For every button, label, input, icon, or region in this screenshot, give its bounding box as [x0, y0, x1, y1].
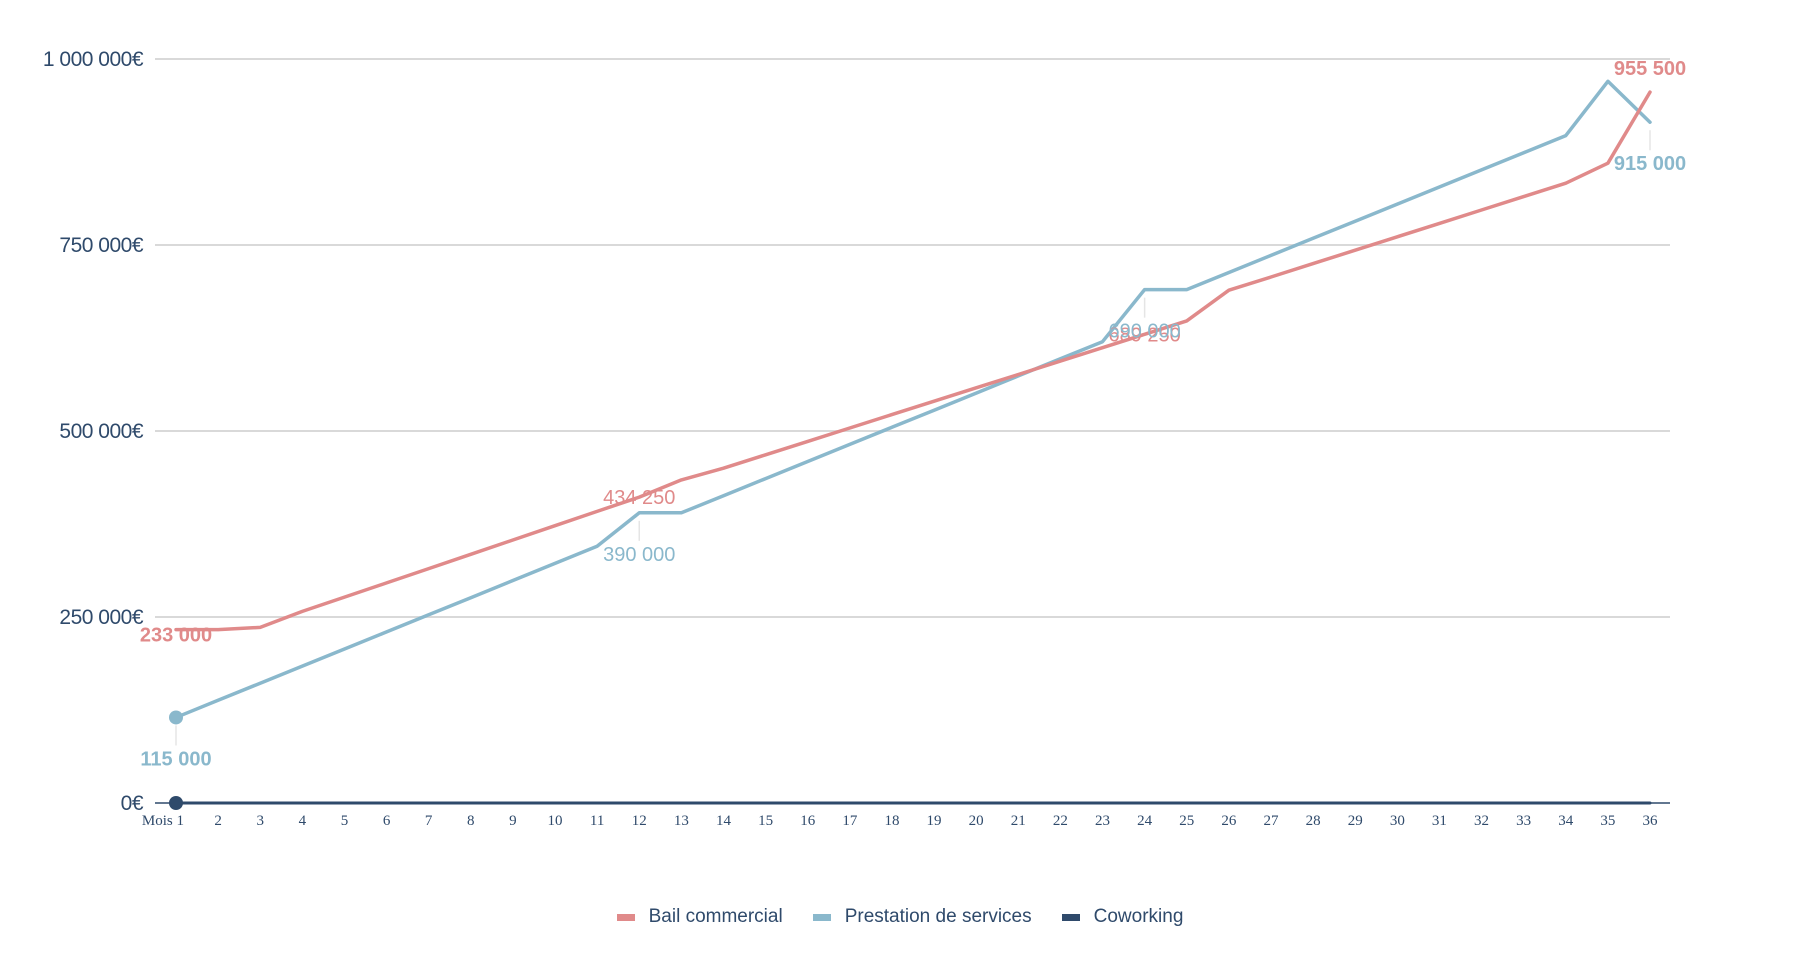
- legend-label: Prestation de services: [844, 906, 1032, 927]
- start-point-marker: [169, 710, 183, 725]
- legend: Bail commercial Prestation de services C…: [0, 906, 1800, 928]
- x-tick-label: 34: [1558, 813, 1574, 829]
- x-tick-label: 24: [1137, 813, 1153, 829]
- y-axis: 0€ 250 000€ 500 000€ 750 000€ 1 000 000€: [43, 48, 144, 815]
- legend-label: Coworking: [1093, 906, 1184, 927]
- y-tick-label: 500 000€: [59, 420, 143, 443]
- data-label: 390 000: [603, 544, 675, 566]
- x-tick-label: 4: [299, 813, 307, 829]
- x-tick-label: 30: [1390, 813, 1405, 829]
- x-tick-label: 2: [214, 813, 222, 829]
- y-tick-label: 0€: [121, 792, 144, 815]
- start-point-marker: [169, 796, 183, 810]
- x-tick-label: 19: [927, 813, 942, 829]
- legend-swatch-icon: [812, 913, 831, 921]
- x-tick-label: 18: [884, 813, 899, 829]
- data-label: 115 000: [140, 748, 211, 770]
- x-tick-label: 13: [674, 813, 689, 829]
- x-tick-label: 10: [548, 813, 563, 829]
- data-label: 955 500: [1614, 58, 1686, 80]
- x-tick-label: Mois 1: [142, 813, 184, 829]
- legend-item-coworking[interactable]: Coworking: [1061, 906, 1184, 928]
- legend-label: Bail commercial: [648, 906, 783, 927]
- series-line-bail-commercial[interactable]: [174, 90, 1652, 632]
- legend-swatch-icon: [616, 913, 635, 921]
- legend-item-prestation-de-services[interactable]: Prestation de services: [812, 906, 1032, 928]
- y-tick-label: 1 000 000€: [43, 48, 144, 71]
- x-tick-label: 35: [1600, 813, 1615, 829]
- x-tick-label: 22: [1053, 813, 1068, 829]
- x-tick-label: 31: [1432, 813, 1447, 829]
- x-tick-label: 8: [467, 813, 475, 829]
- x-tick-label: 20: [969, 813, 984, 829]
- x-tick-label: 5: [341, 813, 349, 829]
- gridlines: [155, 58, 1670, 618]
- legend-item-bail-commercial[interactable]: Bail commercial: [616, 906, 783, 928]
- data-label: 690 000: [1108, 321, 1180, 343]
- x-tick-label: 11: [590, 813, 604, 829]
- data-label: 915 000: [1614, 153, 1686, 175]
- y-tick-label: 250 000€: [59, 606, 143, 629]
- x-tick-label: 6: [383, 813, 391, 829]
- x-tick-label: 14: [716, 813, 732, 829]
- data-label: 689 250: [1108, 324, 1180, 346]
- x-tick-label: 28: [1306, 813, 1321, 829]
- x-tick-label: 27: [1263, 813, 1279, 829]
- data-label: 233 000: [140, 625, 212, 647]
- x-tick-label: 17: [842, 813, 858, 829]
- x-tick-label: 15: [758, 813, 773, 829]
- x-tick-label: 25: [1179, 813, 1194, 829]
- x-axis: Mois 1 2 3 4 5 6 7 8 9 10 11 12 13 14 15 16 17 18 19 20 21 22…: [142, 802, 1670, 829]
- x-tick-label: 36: [1643, 813, 1659, 829]
- series-line-prestation-de-services[interactable]: [174, 79, 1652, 720]
- data-labels: 233 000 434 250 689 250 955 500 115 000 390 0…: [140, 58, 1686, 770]
- series-lines: [169, 79, 1652, 810]
- x-tick-label: 16: [800, 813, 816, 829]
- x-tick-label: 12: [632, 813, 647, 829]
- x-tick-label: 29: [1348, 813, 1363, 829]
- x-tick-label: 33: [1516, 813, 1531, 829]
- x-tick-label: 7: [425, 813, 433, 829]
- legend-swatch-icon: [1061, 913, 1080, 921]
- x-tick-label: 9: [509, 813, 517, 829]
- x-tick-label: 21: [1011, 813, 1026, 829]
- y-tick-label: 750 000€: [59, 234, 143, 257]
- x-tick-label: 23: [1095, 813, 1110, 829]
- x-tick-label: 26: [1221, 813, 1237, 829]
- data-label: 434 250: [603, 487, 675, 509]
- x-tick-label: 3: [256, 813, 264, 829]
- x-tick-label: 32: [1474, 813, 1489, 829]
